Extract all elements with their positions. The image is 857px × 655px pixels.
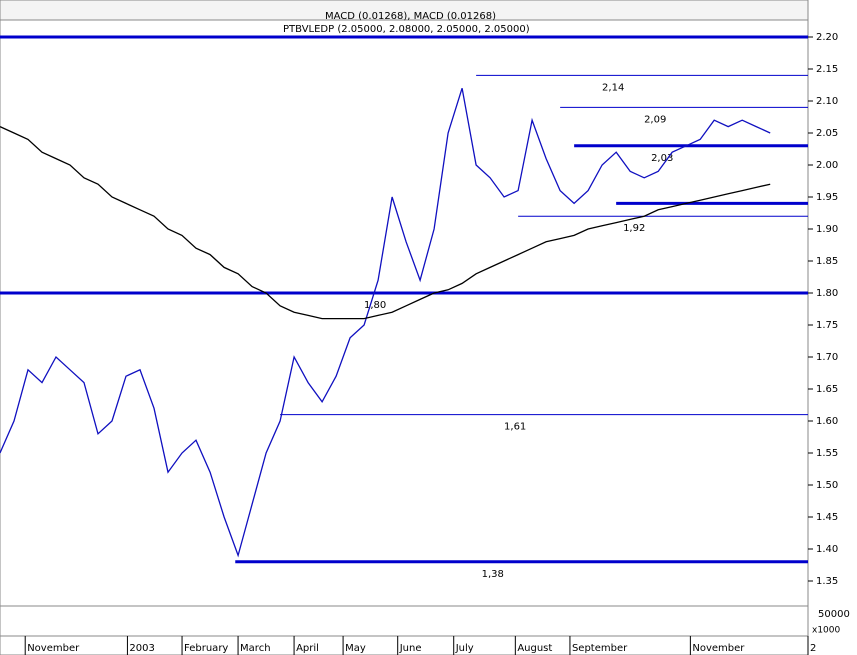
y-tick-label: 1.80	[816, 288, 838, 299]
x-tick-label: July	[455, 643, 474, 654]
x-tick-label: June	[399, 643, 422, 654]
x-tick-label: April	[296, 643, 319, 654]
y-tick-label: 1.55	[816, 448, 838, 459]
y-tick-label: 1.90	[816, 224, 838, 235]
x-tick-label: August	[517, 643, 552, 654]
y-tick-label: 2.00	[816, 160, 838, 171]
y-tick-label: 1.35	[816, 576, 838, 587]
x-tick-label: 2003	[129, 643, 154, 654]
y-tick-label: 1.50	[816, 480, 838, 491]
y-tick-label: 1.75	[816, 320, 838, 331]
volume-unit: x1000	[812, 626, 841, 636]
y-tick-label: 1.60	[816, 416, 838, 427]
header-macd: MACD (0.01268), MACD (0.01268)	[325, 11, 496, 22]
series-line	[0, 88, 771, 558]
y-tick-label: 1.65	[816, 384, 838, 395]
y-tick-label: 1.40	[816, 544, 838, 555]
volume-tick: 50000	[818, 609, 850, 620]
y-tick-label: 2.15	[816, 64, 838, 75]
x-tick-label: March	[240, 643, 270, 654]
frame	[0, 0, 809, 655]
y-tick-label: 2.05	[816, 128, 838, 139]
level-label: 1,38	[482, 569, 504, 580]
level-label: 2,03	[651, 153, 673, 164]
x-tick-label: 2	[810, 643, 816, 654]
y-tick-label: 1.95	[816, 192, 838, 203]
level-label: 2,14	[602, 82, 624, 93]
y-tick-label: 2.20	[816, 32, 838, 43]
x-tick-label: November	[692, 643, 745, 654]
x-tick-label: November	[27, 643, 80, 654]
header-price: PTBVLEDP (2.05000, 2.08000, 2.05000, 2.0…	[283, 24, 530, 35]
x-tick-label: September	[572, 643, 628, 654]
y-tick-label: 1.85	[816, 256, 838, 267]
level-label: 1,61	[504, 422, 526, 433]
volume-panel	[0, 605, 809, 637]
y-tick-label: 1.45	[816, 512, 838, 523]
y-tick-label: 2.10	[816, 96, 838, 107]
series-line	[0, 126, 771, 320]
level-label: 1,92	[623, 223, 645, 234]
x-tick-label: May	[345, 643, 366, 654]
level-label: 1,80	[364, 300, 386, 311]
level-label: 2,09	[644, 114, 666, 125]
y-tick-label: 1.70	[816, 352, 838, 363]
x-tick-label: February	[184, 643, 228, 654]
